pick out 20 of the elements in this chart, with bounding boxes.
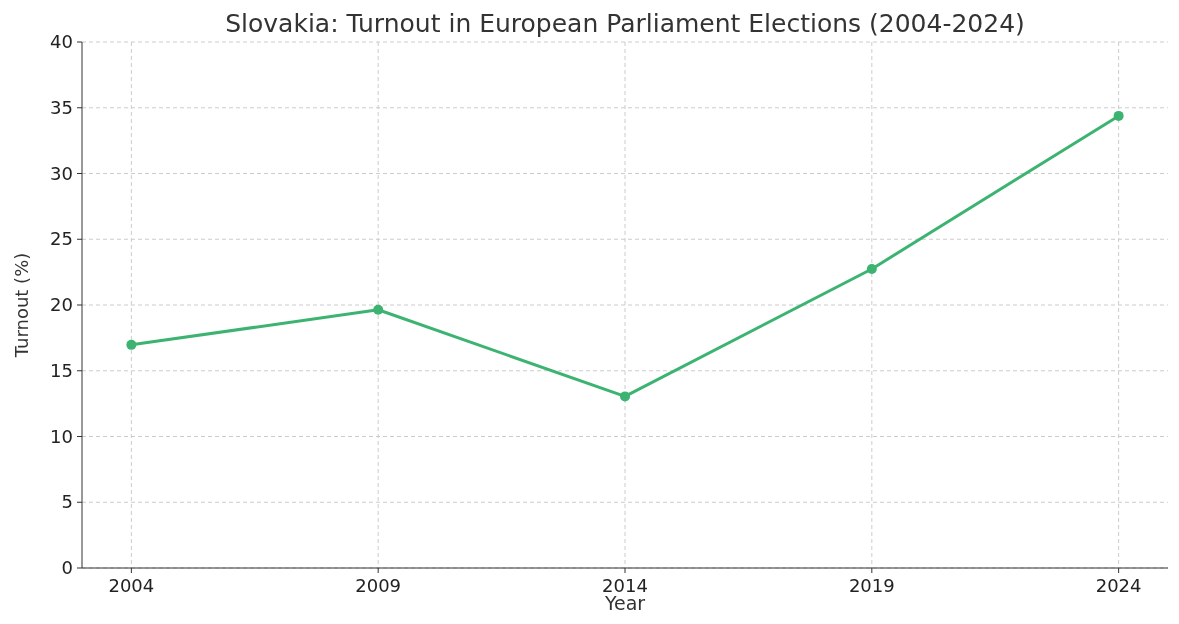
y-tick-label: 10 xyxy=(50,425,73,447)
x-tick-label: 2019 xyxy=(848,575,895,596)
y-tick-label: 25 xyxy=(50,228,73,250)
y-tick-label: 20 xyxy=(50,294,73,315)
y-axis-title: Turnout (%) xyxy=(11,252,32,359)
point xyxy=(373,304,384,315)
x-tick-label: 2009 xyxy=(355,575,402,596)
y-tick-label: 40 xyxy=(50,31,73,52)
point xyxy=(620,391,630,402)
x-tick-label: 2004 xyxy=(108,575,155,596)
y-tick-label: 5 xyxy=(61,491,73,513)
y-tick-label: 15 xyxy=(50,359,73,381)
y-tick-label: 0 xyxy=(61,557,73,578)
point xyxy=(866,263,877,274)
x-tick-label: 2024 xyxy=(1095,575,1142,596)
point xyxy=(1113,110,1124,121)
y-tick-label: 30 xyxy=(50,162,73,184)
chart-title: Slovakia: Turnout in European Parliament Elections (2004-2024) xyxy=(225,9,1025,38)
point xyxy=(126,339,137,350)
y-tick-label: 35 xyxy=(50,96,73,118)
